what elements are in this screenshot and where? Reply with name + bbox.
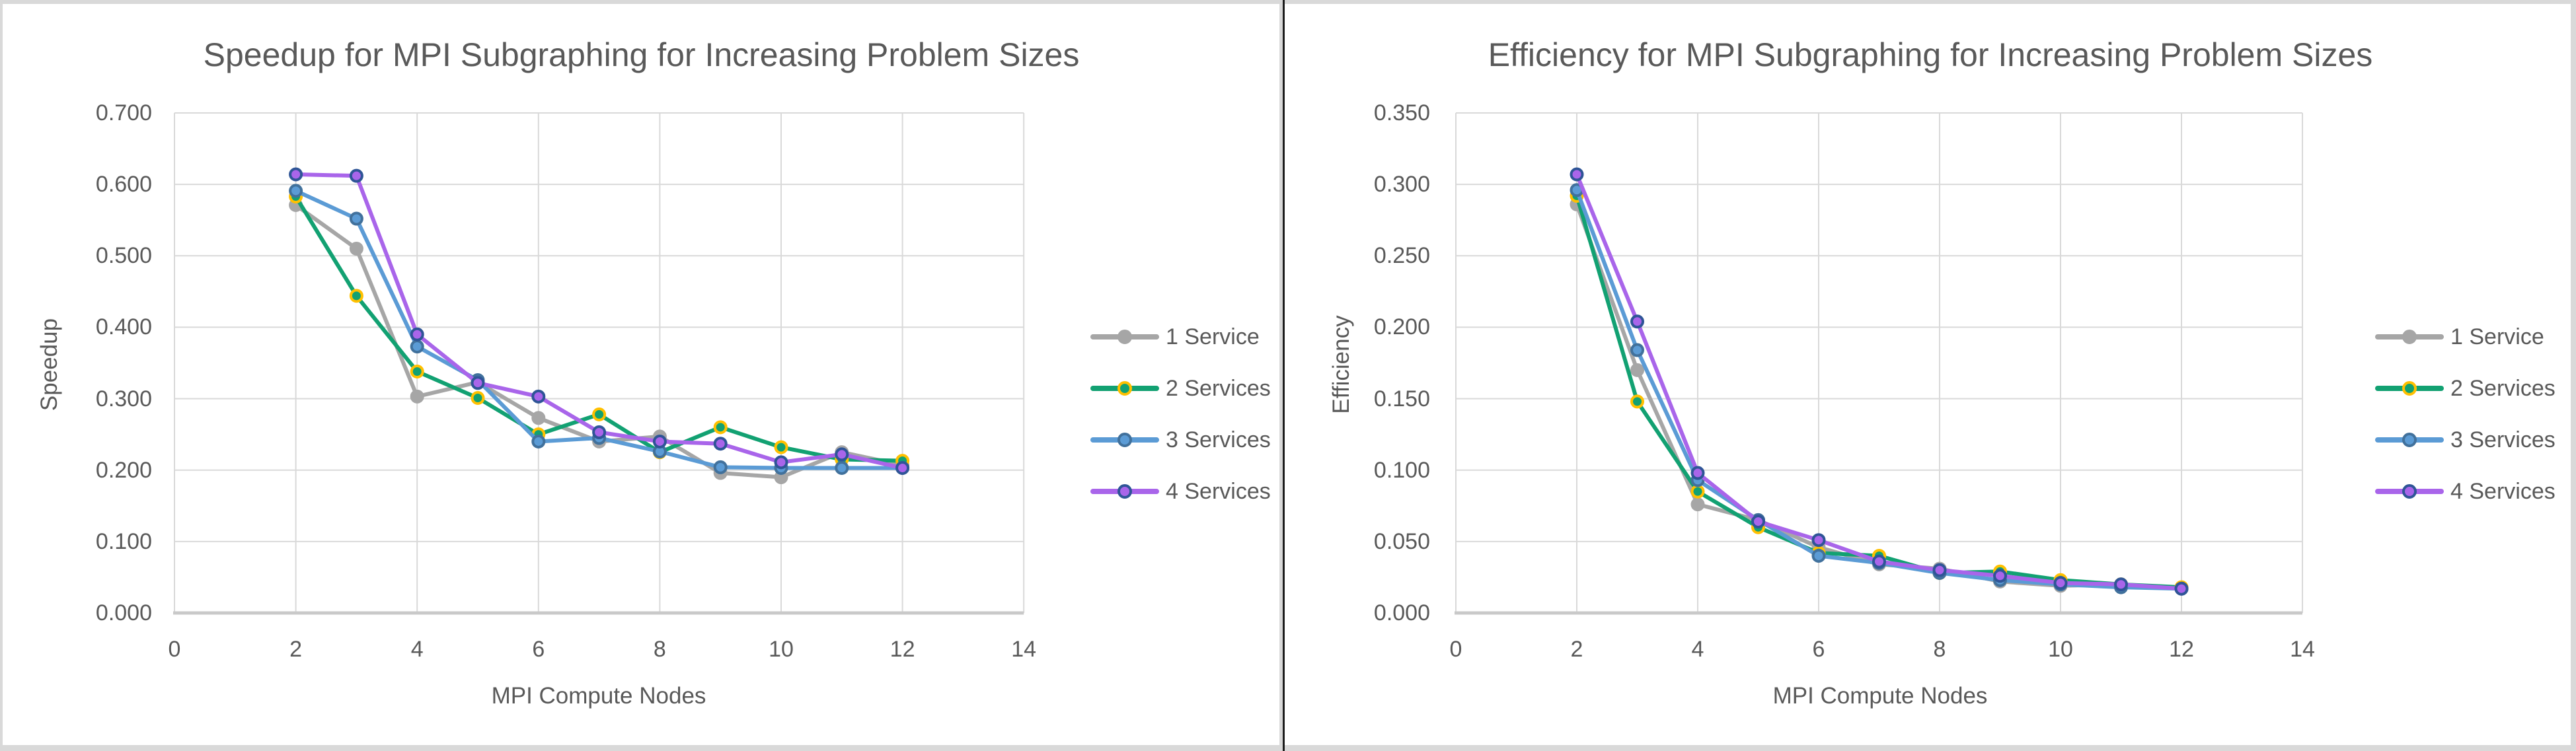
legend-item-1-service[interactable]: 1 Service bbox=[2375, 323, 2544, 351]
legend-marker-2-services bbox=[1090, 375, 1159, 402]
y-tick-label: 0.000 bbox=[1373, 600, 1430, 626]
legend-label: 1 Service bbox=[1166, 324, 1260, 349]
y-tick-label: 0.500 bbox=[95, 243, 152, 269]
legend-label: 4 Services bbox=[1166, 478, 1271, 504]
legend-label: 4 Services bbox=[2450, 478, 2556, 504]
chart-title-speedup: Speedup for MPI Subgraphing for Increasi… bbox=[203, 36, 1080, 73]
window-border-bottom bbox=[0, 745, 2576, 751]
chart-title-efficiency: Efficiency for MPI Subgraphing for Incre… bbox=[1488, 36, 2373, 73]
x-tick-label: 2 bbox=[1570, 637, 1583, 662]
y-tick-label: 0.150 bbox=[1373, 386, 1430, 411]
legend-marker-4-services bbox=[2375, 478, 2444, 505]
x-tick-label: 12 bbox=[2169, 637, 2194, 662]
legend-label: 2 Services bbox=[1166, 375, 1271, 401]
legend-marker-3-services bbox=[1090, 426, 1159, 454]
x-tick-label: 0 bbox=[1449, 637, 1462, 662]
legend-item-2-services[interactable]: 2 Services bbox=[2375, 375, 2556, 402]
y-tick-label: 0.250 bbox=[1373, 243, 1430, 269]
y-tick-label: 0.350 bbox=[1373, 100, 1430, 125]
x-tick-label: 8 bbox=[653, 637, 666, 662]
panel-divider-line bbox=[1283, 0, 1285, 751]
y-tick-label: 0.600 bbox=[95, 172, 152, 197]
efficiency-plot-area bbox=[1455, 112, 2303, 615]
legend-item-3-services[interactable]: 3 Services bbox=[1090, 426, 1271, 454]
legend-label: 1 Service bbox=[2450, 324, 2544, 349]
window-border-left bbox=[0, 0, 3, 751]
x-tick-label: 4 bbox=[410, 637, 424, 662]
x-tick-label: 2 bbox=[289, 637, 303, 662]
y-tick-label: 0.700 bbox=[95, 100, 152, 125]
legend-marker-1-service bbox=[1090, 323, 1159, 351]
legend-marker-1-service bbox=[2375, 323, 2444, 351]
x-tick-label: 6 bbox=[532, 637, 545, 662]
legend-label: 3 Services bbox=[1166, 427, 1271, 452]
legend-item-2-services[interactable]: 2 Services bbox=[1090, 375, 1271, 402]
legend-label: 3 Services bbox=[2450, 427, 2556, 452]
x-tick-label: 14 bbox=[2290, 637, 2315, 662]
panel-divider-gray bbox=[1279, 0, 1283, 751]
speedup-chart-panel: Speedup for MPI Subgraphing for Increasi… bbox=[0, 0, 1283, 751]
y-tick-label: 0.100 bbox=[95, 528, 152, 554]
y-tick-label: 0.300 bbox=[95, 386, 152, 411]
y-tick-label: 0.100 bbox=[1373, 457, 1430, 483]
window-border-right bbox=[2571, 0, 2576, 751]
x-tick-label: 10 bbox=[769, 637, 794, 662]
x-tick-label: 12 bbox=[890, 637, 915, 662]
efficiency-chart-panel: Efficiency for MPI Subgraphing for Incre… bbox=[1285, 0, 2576, 751]
legend-marker-3-services bbox=[2375, 426, 2444, 454]
x-tick-label: 4 bbox=[1691, 637, 1704, 662]
legend-label: 2 Services bbox=[2450, 375, 2556, 401]
speedup-plot-area bbox=[173, 112, 1025, 615]
x-tick-label: 8 bbox=[1933, 637, 1946, 662]
x-tick-label: 0 bbox=[168, 637, 181, 662]
y-tick-label: 0.300 bbox=[1373, 172, 1430, 197]
legend-marker-4-services bbox=[1090, 478, 1159, 505]
y-tick-label: 0.400 bbox=[95, 314, 152, 340]
y-tick-label: 0.050 bbox=[1373, 528, 1430, 554]
x-axis-title-mpi-nodes: MPI Compute Nodes bbox=[491, 683, 706, 709]
y-tick-label: 0.200 bbox=[1373, 314, 1430, 340]
legend-item-4-services[interactable]: 4 Services bbox=[2375, 478, 2556, 505]
window-border-top bbox=[0, 0, 2576, 4]
y-tick-label: 0.000 bbox=[95, 600, 152, 626]
legend-marker-2-services bbox=[2375, 375, 2444, 402]
x-tick-label: 10 bbox=[2048, 637, 2073, 662]
y-tick-label: 0.200 bbox=[95, 457, 152, 483]
legend-item-4-services[interactable]: 4 Services bbox=[1090, 478, 1271, 505]
x-tick-label: 6 bbox=[1812, 637, 1825, 662]
x-axis-title-mpi-nodes: MPI Compute Nodes bbox=[1772, 683, 1988, 709]
legend-item-3-services[interactable]: 3 Services bbox=[2375, 426, 2556, 454]
legend-item-1-service[interactable]: 1 Service bbox=[1090, 323, 1260, 351]
x-tick-label: 14 bbox=[1011, 637, 1037, 662]
